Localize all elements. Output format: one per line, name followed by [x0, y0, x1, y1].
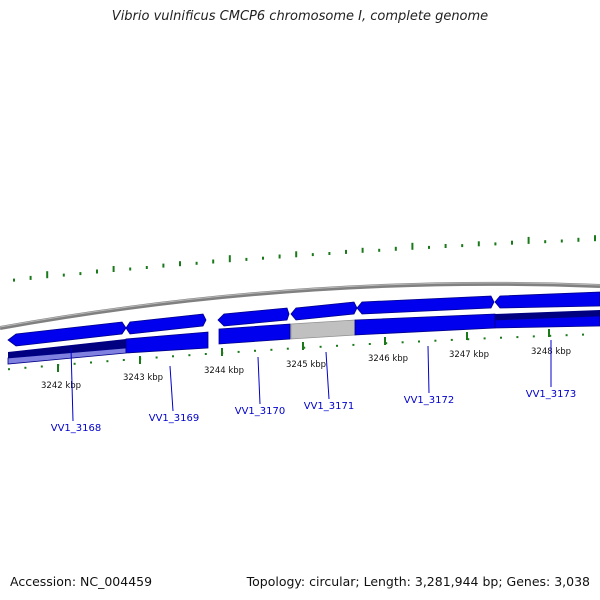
- cds-arrow[interactable]: [290, 301, 358, 321]
- gc-lower-track: [8, 333, 584, 371]
- gene-label[interactable]: VV1_3168: [51, 423, 102, 434]
- chromosome-backbone: [0, 281, 600, 330]
- gene-label-group[interactable]: VV1_3169: [149, 365, 200, 424]
- scale-label: 3245 kbp: [286, 360, 326, 370]
- gene-label[interactable]: VV1_3169: [149, 413, 200, 424]
- gene-label-group[interactable]: VV1_3173: [526, 340, 577, 400]
- cds-arrow[interactable]: [494, 291, 600, 309]
- cds-arrow[interactable]: [356, 295, 495, 315]
- gc-content-track: [13, 235, 596, 282]
- scale-tick: 3244 kbp: [204, 348, 244, 376]
- chromosome-backbone-highlight: [0, 282, 600, 328]
- cds-arrow[interactable]: [217, 307, 290, 327]
- scale-tick: 3247 kbp: [449, 332, 489, 360]
- pseudogene-block[interactable]: [290, 319, 356, 340]
- gene-label[interactable]: VV1_3172: [404, 395, 455, 406]
- scale-tick: 3245 kbp: [286, 342, 326, 370]
- gene-label[interactable]: VV1_3170: [235, 406, 286, 417]
- gene-label-group[interactable]: VV1_3168: [51, 347, 102, 434]
- gene-label-group[interactable]: VV1_3172: [404, 345, 455, 406]
- scale-tick: 3243 kbp: [123, 356, 163, 383]
- scale-tick: 3242 kbp: [41, 364, 81, 391]
- cds-block[interactable]: [218, 323, 291, 345]
- gene-label-group[interactable]: VV1_3171: [304, 351, 355, 412]
- map-title: Vibrio vulnificus CMCP6 chromosome I, co…: [111, 9, 489, 24]
- scale-tick: 3246 kbp: [368, 337, 408, 364]
- cds-dark-band[interactable]: [495, 310, 600, 320]
- cds-block[interactable]: [125, 331, 209, 354]
- cds-dark-band[interactable]: [8, 339, 126, 358]
- scale-label: 3243 kbp: [123, 373, 163, 383]
- gene-labels: VV1_3168 VV1_3169 VV1_3170 VV1_3171 VV1_…: [51, 340, 577, 434]
- reverse-strand-track: [7, 310, 600, 365]
- cds-block[interactable]: [354, 313, 496, 336]
- forward-strand-track: [7, 291, 600, 347]
- scale-label: 3246 kbp: [368, 354, 408, 364]
- scale-label: 3242 kbp: [41, 381, 81, 391]
- cds-arrow[interactable]: [125, 313, 207, 335]
- cds-block[interactable]: [494, 315, 600, 329]
- gene-label-group[interactable]: VV1_3170: [235, 356, 286, 417]
- genome-summary: Topology: circular; Length: 3,281,944 bp…: [246, 574, 590, 589]
- scale-label: 3244 kbp: [204, 366, 244, 376]
- gene-label[interactable]: VV1_3171: [304, 401, 355, 412]
- scale-label: 3247 kbp: [449, 350, 489, 360]
- gene-label[interactable]: VV1_3173: [526, 389, 577, 400]
- accession-label: Accession: NC_004459: [10, 574, 153, 589]
